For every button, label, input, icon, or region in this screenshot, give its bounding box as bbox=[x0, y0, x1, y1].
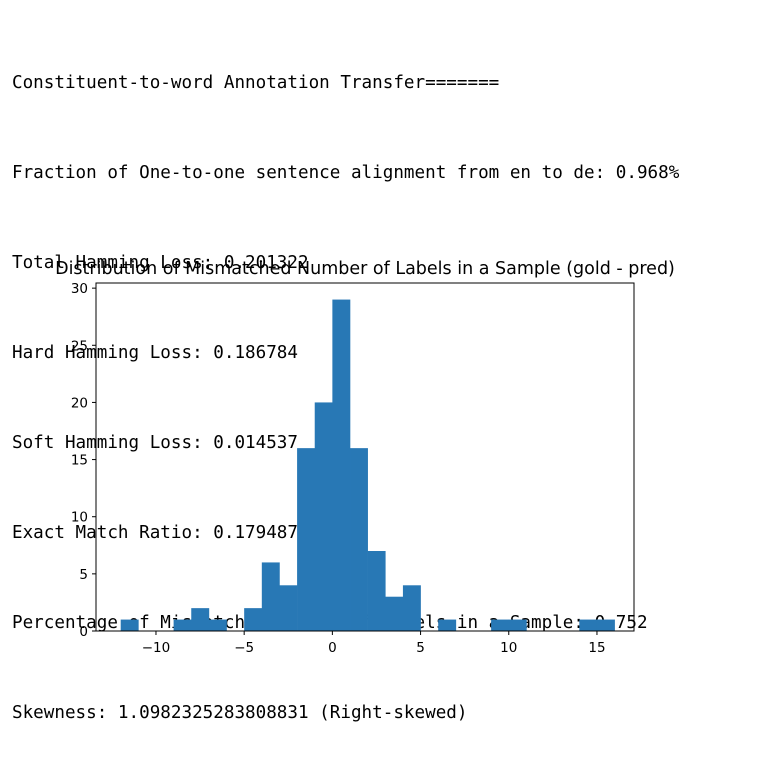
histogram-bar bbox=[402, 585, 421, 631]
x-tick-label: 10 bbox=[500, 640, 517, 656]
output-line-skewness: Skewness: 1.0982325283808831 (Right-skew… bbox=[12, 703, 468, 723]
histogram-bar bbox=[120, 619, 139, 631]
histogram-bar bbox=[208, 619, 227, 631]
y-tick-label: 0 bbox=[79, 624, 88, 640]
histogram-bar bbox=[173, 619, 192, 631]
y-tick-label: 25 bbox=[71, 338, 88, 354]
x-tick-label: −5 bbox=[234, 640, 254, 656]
histogram-bar bbox=[367, 551, 386, 631]
output-line-exact-match-ratio: Exact Match Ratio: 0.179487 bbox=[12, 523, 298, 543]
histogram-bar bbox=[438, 619, 457, 631]
output-line-alignment-fraction: Fraction of One-to-one sentence alignmen… bbox=[12, 163, 680, 183]
output-line-soft-hamming-loss: Soft Hamming Loss: 0.014537 bbox=[12, 433, 298, 453]
y-axis: 0 5 10 15 20 25 30 bbox=[71, 281, 96, 640]
x-tick-label: 5 bbox=[416, 640, 425, 656]
histogram-bar bbox=[596, 619, 615, 631]
y-tick-label: 20 bbox=[71, 395, 88, 411]
histogram-chart: Distribution of Mismatched Number of Lab… bbox=[55, 259, 675, 656]
histogram-bar bbox=[579, 619, 598, 631]
histogram-bar bbox=[491, 619, 510, 631]
x-axis: −10 −5 0 5 10 15 bbox=[142, 631, 606, 656]
y-tick-label: 30 bbox=[71, 281, 88, 297]
x-tick-label: 15 bbox=[588, 640, 605, 656]
histogram-bar bbox=[314, 402, 333, 631]
output-line-total-hamming-loss: Total Hamming Loss: 0.201322 bbox=[12, 253, 309, 273]
x-tick-label: −10 bbox=[142, 640, 171, 656]
plot-frame bbox=[95, 282, 635, 632]
histogram-bar bbox=[332, 299, 351, 631]
x-tick-label: 0 bbox=[328, 640, 337, 656]
output-line-hard-hamming-loss: Hard Hamming Loss: 0.186784 bbox=[12, 343, 298, 363]
y-tick-label: 10 bbox=[71, 510, 88, 526]
chart-title: Distribution of Mismatched Number of Lab… bbox=[55, 259, 675, 279]
y-tick-label: 5 bbox=[79, 567, 88, 583]
y-tick-label: 15 bbox=[71, 453, 88, 469]
output-line-title: Constituent-to-word Annotation Transfer=… bbox=[12, 73, 500, 93]
histogram-bar bbox=[191, 608, 210, 631]
histogram-bar bbox=[279, 585, 298, 631]
histogram-bar bbox=[385, 596, 404, 631]
histogram-bar bbox=[350, 448, 368, 631]
histogram-bar bbox=[297, 448, 316, 631]
histogram-bar bbox=[261, 562, 280, 631]
histogram-bar bbox=[244, 608, 263, 631]
histogram-bars bbox=[120, 299, 615, 631]
histogram-bar bbox=[508, 619, 527, 631]
